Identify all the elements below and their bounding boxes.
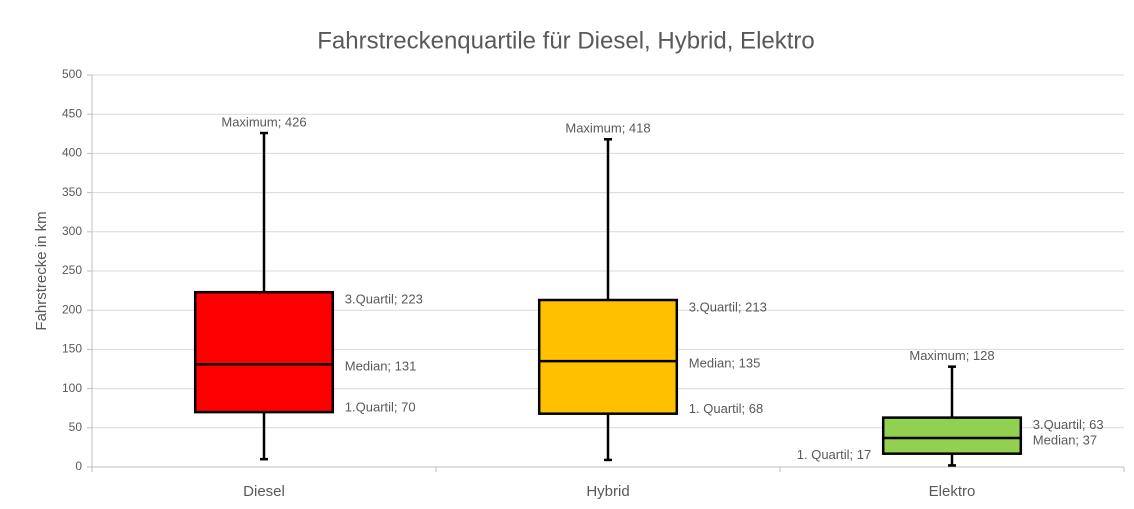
y-tick-label: 0 bbox=[75, 459, 82, 473]
y-tick-label: 350 bbox=[62, 185, 82, 199]
median-label: Median; 37 bbox=[1033, 432, 1097, 447]
max-label: Maximum; 128 bbox=[909, 348, 994, 363]
box bbox=[193, 290, 335, 414]
chart-title: Fahrstreckenquartile für Diesel, Hybrid,… bbox=[317, 27, 815, 54]
y-tick-label: 50 bbox=[69, 420, 83, 434]
y-tick-label: 200 bbox=[62, 302, 82, 316]
median-label: Median; 131 bbox=[345, 359, 417, 374]
x-tick-label: Elektro bbox=[929, 483, 976, 500]
q3-label: 3.Quartil; 223 bbox=[345, 292, 423, 307]
y-tick-label: 400 bbox=[62, 146, 82, 160]
max-label: Maximum; 426 bbox=[221, 114, 306, 129]
y-tick-label: 100 bbox=[62, 381, 82, 395]
max-label: Maximum; 418 bbox=[565, 121, 650, 136]
q1-label: 1.Quartil; 70 bbox=[345, 400, 416, 415]
median-label: Median; 135 bbox=[689, 356, 761, 371]
y-tick-label: 500 bbox=[62, 67, 82, 81]
y-tick-label: 150 bbox=[62, 342, 82, 356]
q3-label: 3.Quartil; 63 bbox=[1033, 417, 1104, 432]
y-tick-label: 450 bbox=[62, 106, 82, 120]
q1-label: 1. Quartil; 17 bbox=[797, 447, 871, 462]
box bbox=[537, 298, 679, 415]
q1-label: 1. Quartil; 68 bbox=[689, 401, 763, 416]
x-tick-label: Hybrid bbox=[586, 483, 629, 500]
box bbox=[881, 416, 1023, 455]
x-tick-label: Diesel bbox=[243, 483, 285, 500]
y-tick-label: 300 bbox=[62, 224, 82, 238]
y-axis-label: Fahrstrecke in km bbox=[33, 211, 50, 330]
y-tick-label: 250 bbox=[62, 263, 82, 277]
q3-label: 3.Quartil; 213 bbox=[689, 299, 767, 314]
